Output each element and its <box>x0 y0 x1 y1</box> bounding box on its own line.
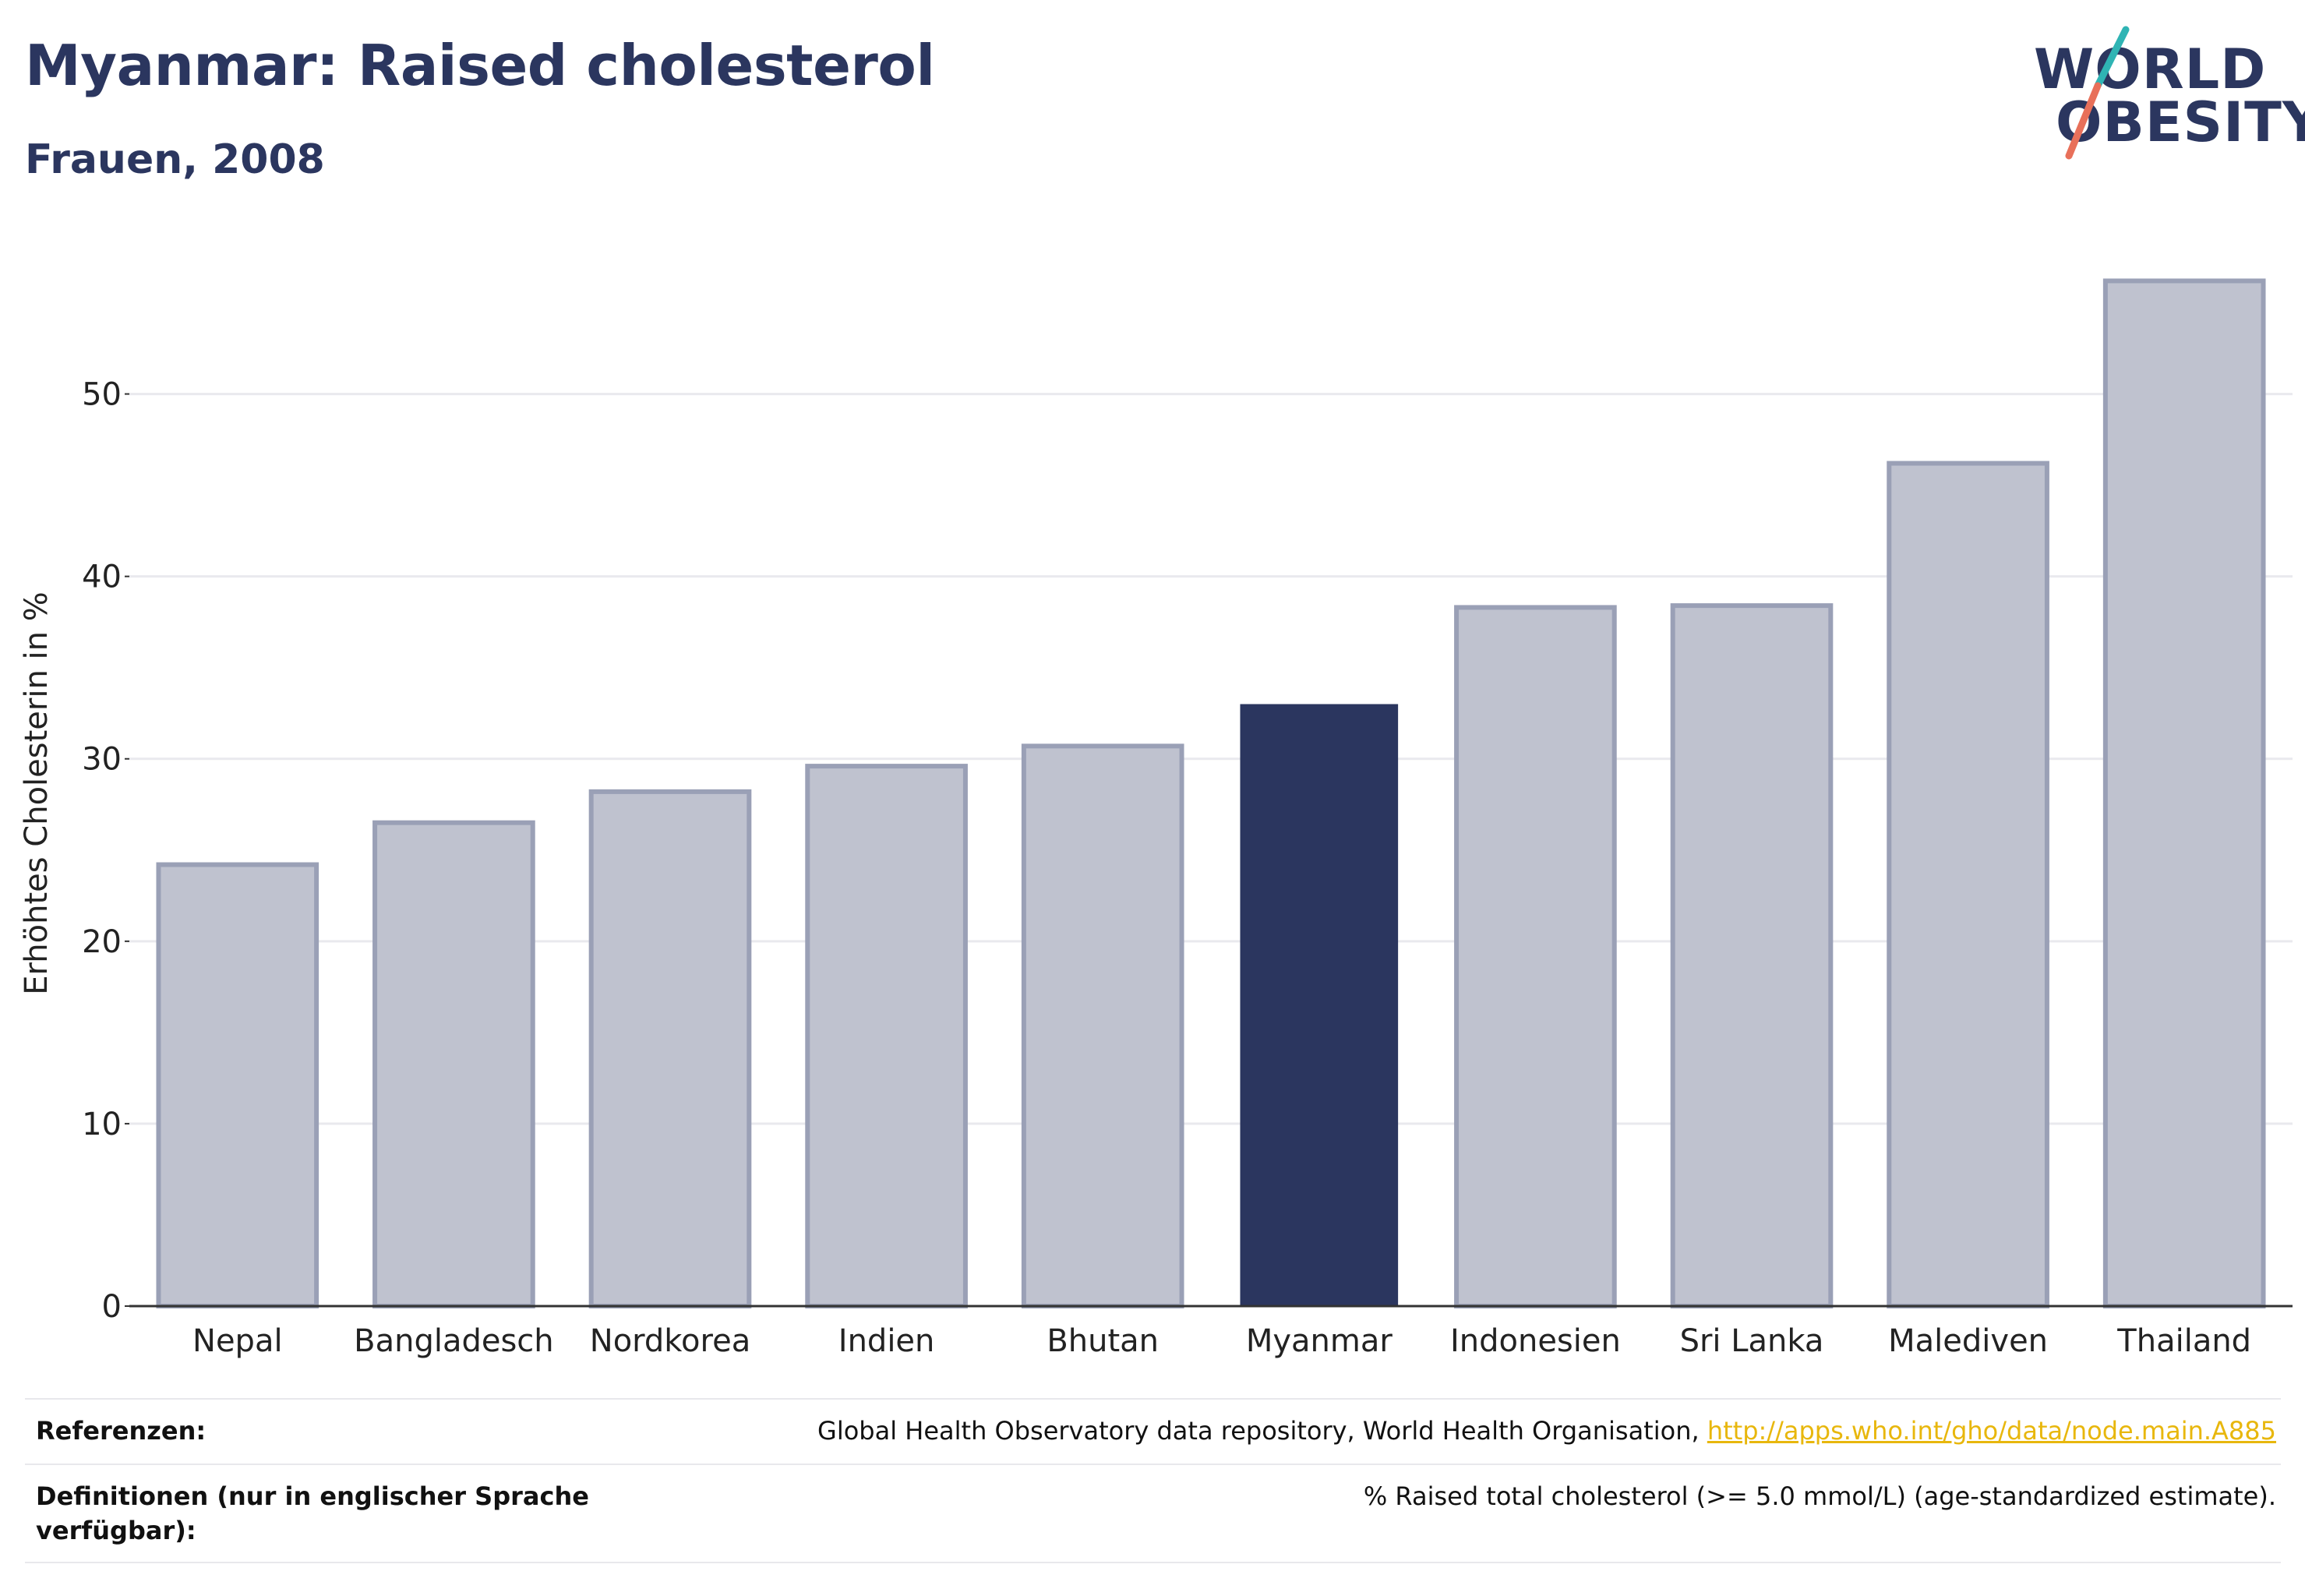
chart-subtitle: Frauen, 2008 <box>25 136 325 183</box>
definitions-row: Definitionen (nur in englischer Sprache … <box>25 1464 2281 1563</box>
y-tick-label: 50 <box>82 377 122 413</box>
x-tick-label: Bangladesch <box>354 1323 554 1359</box>
references-label: Referenzen: <box>36 1416 206 1446</box>
y-tick-label: 40 <box>82 560 122 595</box>
bar-bhutan[interactable] <box>1021 743 1184 1308</box>
logo-line-1: WORLD <box>2034 37 2267 101</box>
bar-myanmar[interactable] <box>1240 704 1399 1306</box>
x-tick-label: Nordkorea <box>590 1323 750 1359</box>
y-tick-label: 30 <box>82 742 122 778</box>
bar-nordkorea[interactable] <box>588 789 752 1308</box>
x-tick-label: Indien <box>838 1323 935 1359</box>
bar-malediven[interactable] <box>1887 461 2049 1308</box>
chart-title: Myanmar: Raised cholesterol <box>25 33 935 98</box>
bar-sri-lanka[interactable] <box>1670 603 1834 1308</box>
bar-nepal[interactable] <box>156 862 319 1308</box>
y-tick-label: 10 <box>82 1107 122 1142</box>
x-tick-label: Sri Lanka <box>1680 1323 1824 1359</box>
logo-slash-icon <box>2065 26 2130 160</box>
world-obesity-logo: WORLD OBESITY <box>2034 23 2305 164</box>
definitions-value: % Raised total cholesterol (>= 5.0 mmol/… <box>1363 1481 2276 1511</box>
bar-thailand[interactable] <box>2102 278 2266 1309</box>
x-tick-label: Thailand <box>2116 1323 2251 1359</box>
definitions-label: Definitionen (nur in englischer Sprache … <box>36 1481 589 1545</box>
logo-line-2: OBESITY <box>2056 90 2305 154</box>
references-link[interactable]: http://apps.who.int/gho/data/node.main.A… <box>1707 1416 2276 1446</box>
axes: 0 10 20 30 40 50 Nepal Bangladesch Nordkorea Indi… <box>82 377 2293 1359</box>
reference-table: Referenzen: Global Health Observatory da… <box>25 1398 2281 1563</box>
y-tick-label: 20 <box>82 924 122 960</box>
x-tick-label: Malediven <box>1888 1323 2048 1359</box>
bar-indien[interactable] <box>805 764 968 1308</box>
references-text: Global Health Observatory data repositor… <box>817 1416 1707 1446</box>
x-tick-label: Indonesien <box>1450 1323 1621 1359</box>
references-row: Referenzen: Global Health Observatory da… <box>25 1398 2281 1464</box>
y-axis-label: Erhöhtes Cholesterin in % <box>19 591 55 994</box>
bars <box>156 278 2266 1309</box>
bar-indonesien[interactable] <box>1454 605 1617 1308</box>
x-tick-label: Nepal <box>192 1323 283 1359</box>
references-value: Global Health Observatory data repositor… <box>817 1414 2276 1448</box>
y-tick-label: 0 <box>102 1289 122 1325</box>
bar-bangladesch[interactable] <box>372 820 535 1308</box>
x-tick-label: Bhutan <box>1047 1323 1159 1359</box>
x-tick-label: Myanmar <box>1246 1323 1393 1359</box>
bar-chart: 0 10 20 30 40 50 Nepal Bangladesch Nordkorea Indi… <box>19 278 2293 1359</box>
